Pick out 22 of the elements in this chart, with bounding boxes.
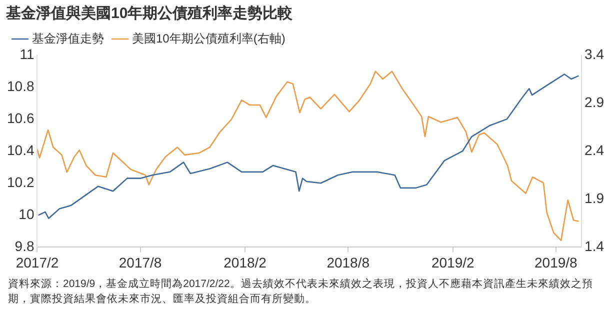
y-tick-label: 10.6 bbox=[7, 110, 34, 126]
y2-tick-label: 2.9 bbox=[584, 94, 604, 110]
x-tick-label: 2018/8 bbox=[326, 254, 370, 270]
y-tick-label: 10.8 bbox=[7, 78, 34, 94]
x-tick-label: 2019/2 bbox=[431, 254, 474, 270]
y2-tick-label: 1.9 bbox=[584, 190, 604, 206]
x-tick-label: 2017/8 bbox=[118, 254, 162, 270]
y2-tick-label: 1.4 bbox=[584, 238, 604, 254]
x-tick-label: 2019/8 bbox=[534, 254, 578, 270]
x-tick-label: 2018/2 bbox=[224, 254, 267, 270]
y-tick-label: 11 bbox=[20, 46, 34, 62]
y2-tick-label: 3.4 bbox=[584, 46, 604, 62]
y-tick-label: 10.4 bbox=[7, 142, 34, 158]
y-tick-label: 10.2 bbox=[7, 174, 34, 190]
legend-label: 美國10年期公債殖利率(右軸) bbox=[132, 31, 286, 46]
source-note: 資料來源：2019/9，基金成立時間為2017/2/22。過去績效不代表未來績效之表現，投資人不應藉本資訊產生未來績效之預期，實際投資結果會依未來市況、匯率及投資組合而有所變動。 bbox=[7, 277, 594, 307]
y-tick-label: 10 bbox=[18, 206, 34, 222]
x-tick-label: 2017/2 bbox=[16, 254, 59, 270]
chart-title: 基金淨值與美國10年期公債殖利率走勢比較 bbox=[5, 4, 294, 23]
y-tick-label: 9.8 bbox=[14, 238, 34, 254]
y2-tick-label: 2.4 bbox=[584, 142, 604, 158]
legend-label: 基金淨值走勢 bbox=[32, 31, 104, 46]
